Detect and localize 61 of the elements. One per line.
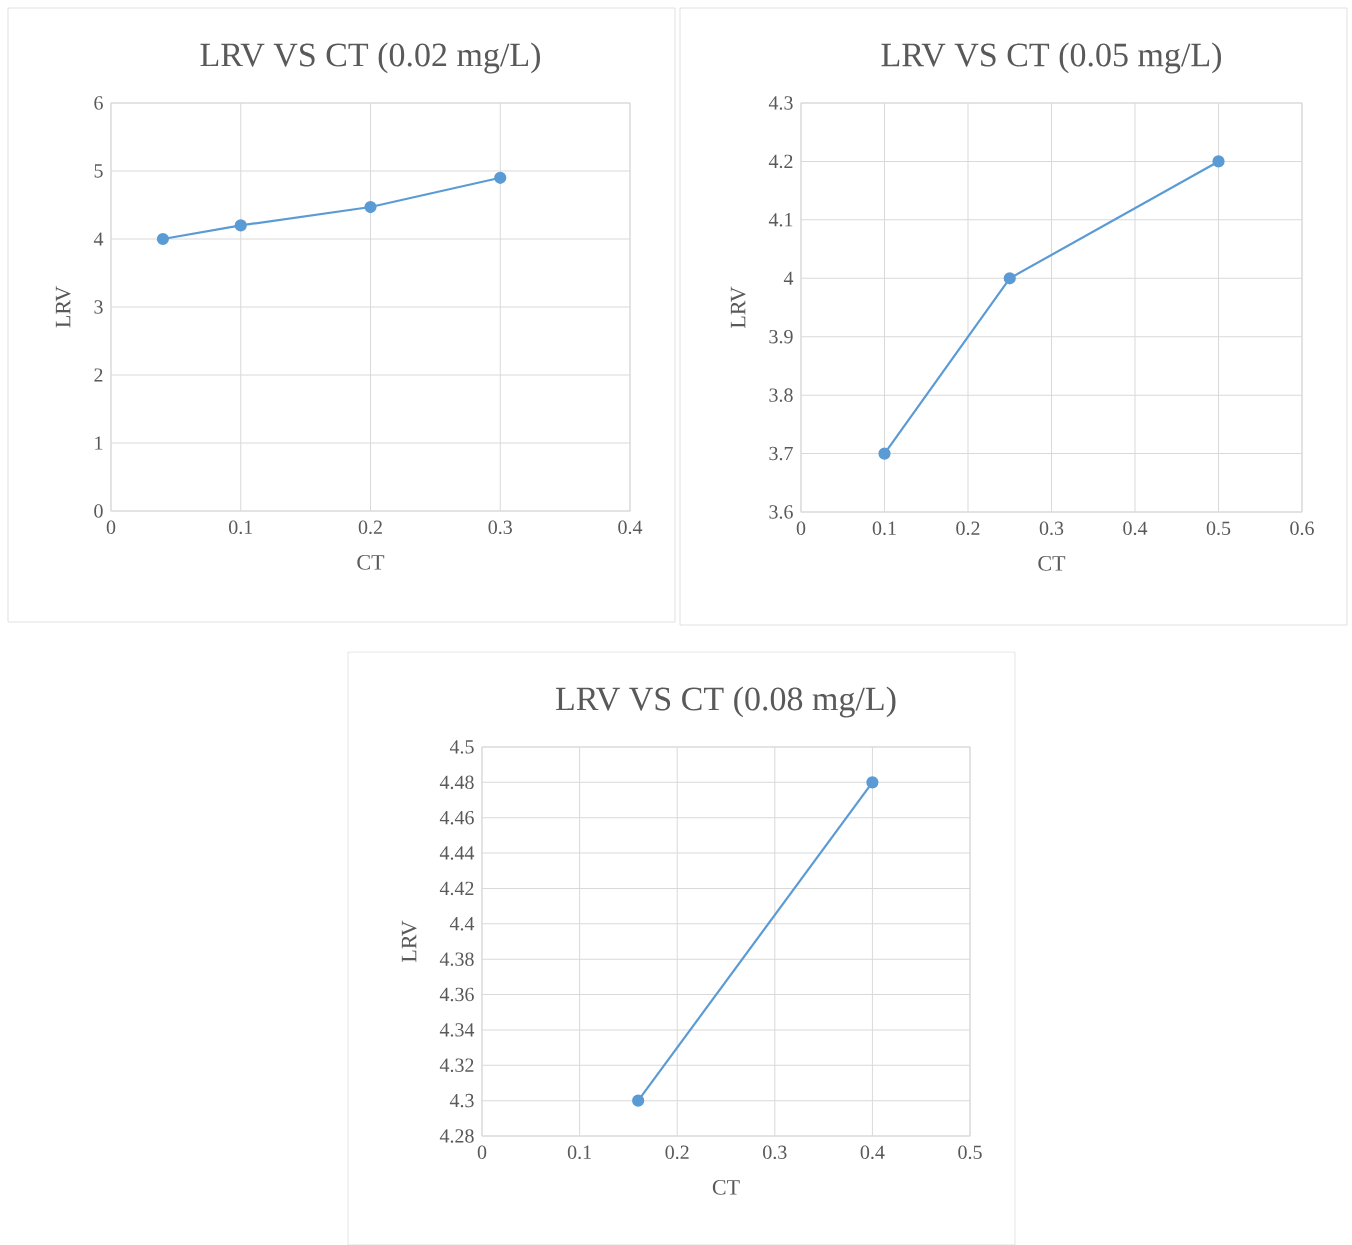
y-tick-label: 4.3 (768, 96, 793, 110)
y-tick-label: 3.7 (769, 446, 793, 461)
y-tick-label: 3.6 (769, 505, 793, 519)
x-tick-label: 0.3 (1039, 521, 1064, 535)
y-axis-title: LRV (730, 286, 746, 328)
x-tick-label: 0.4 (860, 1145, 885, 1159)
y-tick-label: 0 (94, 504, 103, 518)
y-tick-label: 4.3 (449, 1093, 474, 1108)
x-tick-label: 0.2 (358, 520, 382, 534)
y-tick-label: 4.38 (439, 952, 474, 966)
x-tick-label: 0.3 (488, 520, 512, 534)
x-tick-label: 0.2 (665, 1145, 689, 1159)
x-tick-label: 0 (796, 521, 806, 535)
x-tick-label: 0.4 (1123, 521, 1148, 535)
y-tick-label: 6 (94, 96, 103, 110)
x-tick-label: 0.3 (763, 1145, 787, 1159)
x-tick-label: 0.6 (1290, 521, 1314, 535)
y-tick-label: 4.32 (439, 1058, 474, 1072)
y-tick-label: 4.4 (449, 916, 475, 931)
chart-title: LRV VS CT (0.02 mg/L) (200, 42, 540, 74)
y-axis-title: LRV (55, 285, 71, 328)
x-tick-label: 0.5 (958, 1145, 982, 1159)
x-tick-label: 0.5 (1206, 521, 1231, 535)
y-axis-title: LRV (401, 920, 417, 962)
x-tick-label: 0 (477, 1145, 487, 1159)
y-tick-label: 4.36 (439, 987, 474, 1002)
y-tick-label: 4.2 (768, 154, 793, 168)
x-axis-title: CT (1038, 555, 1066, 571)
y-tick-label: 4.1 (768, 212, 793, 227)
point (494, 171, 507, 184)
y-tick-label: 4.44 (439, 846, 475, 860)
x-axis-title: CT (712, 1179, 740, 1195)
y-tick-label: 3 (94, 300, 103, 314)
x-tick-label: 0.1 (229, 520, 253, 534)
y-tick-label: 4.48 (439, 775, 474, 789)
y-tick-label: 5 (94, 164, 103, 178)
point (234, 219, 247, 232)
y-tick-label: 4.34 (439, 1022, 475, 1037)
y-tick-label: 3.8 (769, 388, 793, 402)
y-tick-label: 4 (93, 232, 104, 246)
y-tick-label: 4.42 (439, 881, 474, 896)
y-tick-label: 3.9 (769, 329, 793, 344)
y-tick-label: 4.46 (439, 810, 474, 825)
point (878, 447, 891, 460)
point (364, 200, 377, 213)
point (1003, 271, 1016, 285)
point (156, 232, 170, 245)
x-tick-label: 0.1 (872, 521, 896, 535)
y-tick-label: 4.5 (449, 740, 474, 754)
chart-title: LRV VS CT (0.05 mg/L) (881, 42, 1221, 74)
x-tick-label: 0.4 (618, 520, 643, 534)
y-tick-label: 4 (783, 271, 794, 285)
x-tick-label: 0.2 (956, 521, 980, 535)
point (1212, 155, 1225, 168)
x-tick-label: 0 (106, 520, 116, 534)
chart-title: LRV VS CT (0.08 mg/L) (555, 686, 896, 718)
x-tick-label: 0.1 (567, 1145, 591, 1159)
y-tick-label: 1 (95, 436, 103, 450)
y-tick-label: 4.28 (439, 1129, 474, 1143)
y-tick-label: 2 (94, 368, 103, 382)
x-axis-title: CT (357, 554, 385, 570)
